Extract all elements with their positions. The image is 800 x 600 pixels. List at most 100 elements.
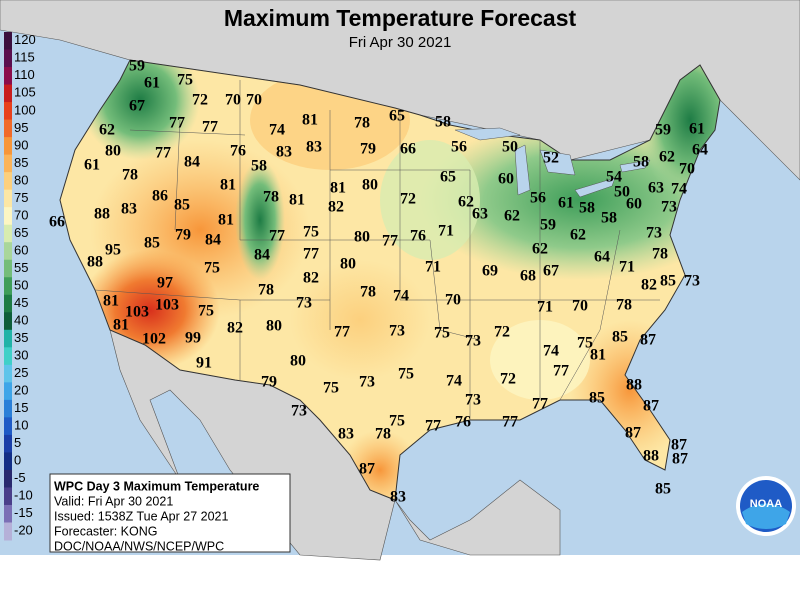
- temperature-label: 87: [625, 425, 641, 442]
- temperature-label: 65: [389, 108, 405, 125]
- legend-swatch: [4, 137, 12, 156]
- temperature-label: 80: [362, 177, 378, 194]
- temperature-label: 50: [614, 184, 630, 201]
- temperature-label: 77: [553, 363, 569, 380]
- temperature-label: 75: [434, 325, 450, 342]
- temperature-label: 103: [125, 304, 149, 321]
- temperature-label: 82: [641, 277, 657, 294]
- temperature-label: 58: [435, 114, 451, 131]
- legend-label: 40: [14, 312, 28, 327]
- subtitle: Fri Apr 30 2021: [349, 34, 452, 51]
- temperature-label: 50: [502, 139, 518, 156]
- temperature-label: 87: [640, 332, 656, 349]
- legend-swatch: [4, 259, 12, 278]
- temperature-label: 62: [99, 122, 115, 139]
- logo-text: NOAA: [750, 498, 782, 510]
- legend-label: 100: [14, 102, 36, 117]
- legend-swatch: [4, 382, 12, 401]
- temperature-label: 74: [543, 343, 559, 360]
- temperature-label: 70: [572, 298, 588, 315]
- temperature-label: 59: [655, 122, 671, 139]
- temperature-label: 77: [169, 115, 185, 132]
- temperature-label: 61: [689, 121, 705, 138]
- temperature-label: 83: [390, 489, 406, 506]
- temperature-label: 62: [570, 227, 586, 244]
- legend-label: 10: [14, 418, 28, 433]
- temperature-label: 56: [451, 139, 467, 156]
- legend-label: -15: [14, 505, 33, 520]
- legend-swatch: [4, 347, 12, 366]
- temperature-label: 87: [672, 451, 688, 468]
- legend-swatch: [4, 102, 12, 121]
- temperature-label: 78: [616, 297, 632, 314]
- temperature-label: 77: [382, 233, 398, 250]
- legend-swatch: [4, 84, 12, 103]
- temperature-label: 88: [643, 448, 659, 465]
- temperature-label: 77: [303, 246, 319, 263]
- legend-swatch: [4, 224, 12, 243]
- temperature-label: 73: [296, 295, 312, 312]
- legend-label: 80: [14, 172, 28, 187]
- temperature-label: 80: [290, 353, 306, 370]
- temperature-label: 81: [289, 192, 305, 209]
- temperature-label: 59: [540, 217, 556, 234]
- temperature-label: 79: [175, 227, 191, 244]
- temperature-label: 60: [626, 196, 642, 213]
- temperature-label: 79: [360, 141, 376, 158]
- title: Maximum Temperature Forecast: [224, 5, 577, 31]
- legend-label: 95: [14, 120, 28, 135]
- legend-swatch: [4, 294, 12, 313]
- temperature-label: 72: [500, 371, 516, 388]
- temperature-label: 74: [446, 373, 462, 390]
- legend-swatch: [4, 417, 12, 436]
- temperature-label: 78: [360, 284, 376, 301]
- temperature-label: 68: [520, 268, 536, 285]
- temperature-label: 72: [192, 92, 208, 109]
- legend-swatch: [4, 277, 12, 296]
- temperature-label: 78: [375, 426, 391, 443]
- temperature-label: 97: [157, 275, 173, 292]
- temperature-label: 88: [94, 206, 110, 223]
- temperature-label: 67: [129, 98, 145, 115]
- legend-label: 110: [14, 67, 35, 82]
- legend-swatch: [4, 504, 12, 523]
- temperature-label: 84: [184, 154, 200, 171]
- info-line: Forecaster: KONG: [54, 524, 158, 538]
- temperature-label: 87: [359, 461, 375, 478]
- temperature-label: 67: [543, 263, 559, 280]
- temperature-label: 76: [230, 143, 246, 160]
- temperature-label: 78: [258, 282, 274, 299]
- temperature-label: 71: [425, 259, 441, 276]
- temperature-label: 84: [254, 247, 270, 264]
- temperature-label: 75: [323, 380, 339, 397]
- temperature-label: 70: [246, 92, 262, 109]
- temperature-label: 82: [303, 270, 319, 287]
- temperature-label: 77: [502, 414, 518, 431]
- temperature-label: 75: [204, 260, 220, 277]
- temperature-label: 80: [266, 318, 282, 335]
- temperature-label: 62: [659, 149, 675, 166]
- temperature-label: 66: [49, 214, 65, 231]
- temperature-label: 85: [655, 481, 671, 498]
- temperature-label: 71: [537, 299, 553, 316]
- temperature-labels: 59 61 75 72 70 70 67 77 77 74 81 78 65 58 62 80 77 84 76 83…: [49, 58, 708, 506]
- temperature-label: 81: [113, 317, 129, 334]
- legend-label: 45: [14, 295, 28, 310]
- temperature-label: 75: [398, 366, 414, 383]
- legend-label: -20: [14, 523, 33, 538]
- legend-label: -5: [14, 470, 26, 485]
- temperature-label: 85: [589, 390, 605, 407]
- temperature-label: 77: [155, 145, 171, 162]
- legend-swatch: [4, 399, 12, 418]
- state-lines: [94, 80, 660, 420]
- temperature-label: 85: [174, 197, 190, 214]
- temperature-label: 81: [302, 112, 318, 129]
- temperature-label: 81: [220, 177, 236, 194]
- temperature-label: 75: [303, 224, 319, 241]
- temperature-label: 73: [359, 374, 375, 391]
- temperature-label: 75: [577, 335, 593, 352]
- temperature-label: 73: [661, 199, 677, 216]
